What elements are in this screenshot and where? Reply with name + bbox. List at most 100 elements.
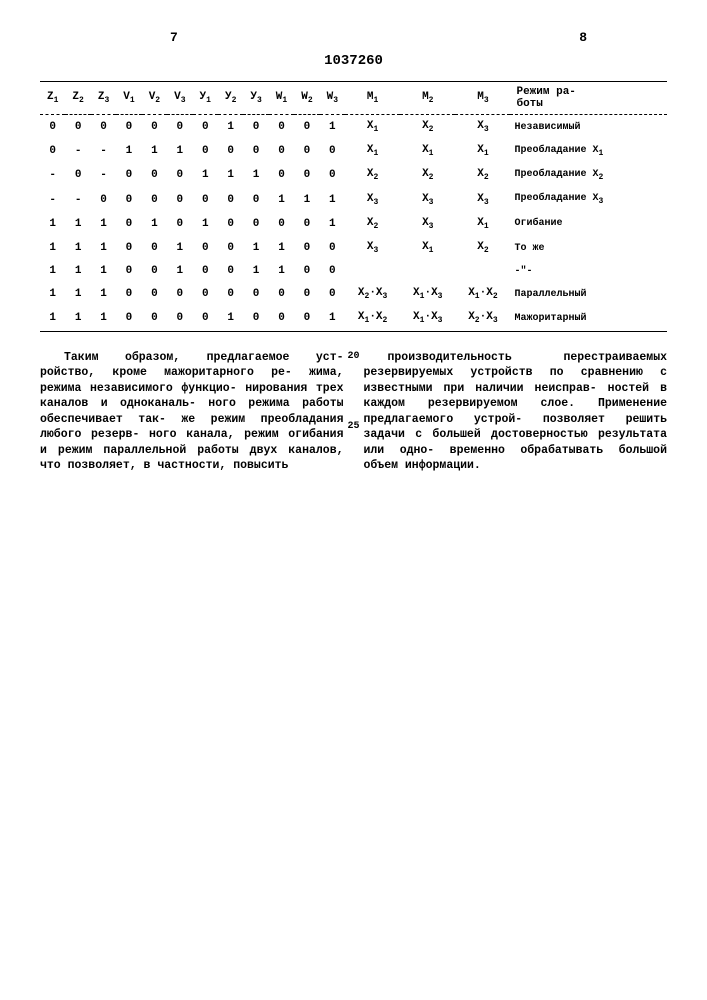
table-cell: 0 <box>116 163 141 187</box>
table-cell: 0 <box>40 139 65 163</box>
table-cell: 1 <box>65 282 90 306</box>
table-cell: 1 <box>40 236 65 260</box>
table-cell: 0 <box>243 212 268 236</box>
table-cell: 0 <box>243 139 268 163</box>
table-cell: 1 <box>40 212 65 236</box>
table-cell: 0 <box>243 306 268 331</box>
mode-cell: Преобладание X2 <box>510 163 667 187</box>
body-text: 20 25 Таким образом, предлагаемое уст- р… <box>40 350 667 474</box>
table-cell: 0 <box>193 260 218 282</box>
table-cell: X2 <box>455 236 510 260</box>
table-cell: 1 <box>218 163 243 187</box>
table-cell: 0 <box>116 306 141 331</box>
table-cell: 0 <box>116 188 141 212</box>
table-cell: 0 <box>269 306 294 331</box>
table-cell: 0 <box>320 282 345 306</box>
table-cell: - <box>91 139 116 163</box>
table-row: 0--111000000X1X1X1Преобладание X1 <box>40 139 667 163</box>
table-cell: 0 <box>294 306 319 331</box>
table-cell: 0 <box>116 282 141 306</box>
col-header: Режим ра-боты <box>510 82 667 115</box>
table-cell: 1 <box>40 306 65 331</box>
col-header: M2 <box>400 82 455 115</box>
table-cell: 0 <box>218 212 243 236</box>
table-cell: 0 <box>218 260 243 282</box>
table-cell: 0 <box>142 163 167 187</box>
table-cell: 0 <box>243 188 268 212</box>
table-cell: 0 <box>167 115 192 140</box>
table-cell: 0 <box>294 282 319 306</box>
table-row: --0000000111X3X3X3Преобладание X3 <box>40 188 667 212</box>
table-cell: 0 <box>193 188 218 212</box>
table-cell: 0 <box>65 163 90 187</box>
table-cell: 0 <box>294 115 319 140</box>
table-cell: 0 <box>142 236 167 260</box>
table-cell: 0 <box>167 163 192 187</box>
table-cell: 0 <box>243 282 268 306</box>
col-header: V3 <box>167 82 192 115</box>
col-header: Z2 <box>65 82 90 115</box>
table-cell: 1 <box>116 139 141 163</box>
table-cell: 1 <box>269 188 294 212</box>
table-cell: - <box>40 188 65 212</box>
table-cell: 1 <box>193 212 218 236</box>
table-cell: 0 <box>91 115 116 140</box>
mode-cell: Преобладание X3 <box>510 188 667 212</box>
table-cell: 1 <box>218 306 243 331</box>
table-cell: 0 <box>142 282 167 306</box>
table-cell: 0 <box>193 115 218 140</box>
table-cell: 1 <box>320 115 345 140</box>
table-cell: - <box>91 163 116 187</box>
table-cell: X2·X3 <box>455 306 510 331</box>
table-cell: 0 <box>320 163 345 187</box>
right-column: производительность перестраиваемых резер… <box>364 350 668 474</box>
table-row: 111010100001X2X3X1Огибание <box>40 212 667 236</box>
table-cell: 1 <box>65 306 90 331</box>
table-cell: 0 <box>320 139 345 163</box>
mode-cell: Огибание <box>510 212 667 236</box>
mode-cell: То же <box>510 236 667 260</box>
table-cell: X3 <box>400 212 455 236</box>
table-cell: X1 <box>345 115 400 140</box>
table-cell: 0 <box>142 188 167 212</box>
table-cell: - <box>65 188 90 212</box>
table-cell: 0 <box>243 115 268 140</box>
col-header: У3 <box>243 82 268 115</box>
table-cell: X1 <box>400 139 455 163</box>
right-paragraph: производительность перестраиваемых резер… <box>364 350 668 474</box>
table-cell: 1 <box>218 115 243 140</box>
table-cell: X3 <box>400 188 455 212</box>
table-cell: 0 <box>142 306 167 331</box>
table-cell: 1 <box>320 212 345 236</box>
table-cell: 0 <box>193 236 218 260</box>
mode-cell: Мажоритарный <box>510 306 667 331</box>
table-cell: 0 <box>218 188 243 212</box>
table-cell: 1 <box>40 282 65 306</box>
table-cell: X1·X3 <box>400 282 455 306</box>
table-cell: 0 <box>218 139 243 163</box>
table-cell: X1 <box>400 236 455 260</box>
doc-number: 1037260 <box>40 53 667 69</box>
table-cell: 0 <box>142 260 167 282</box>
table-cell: 1 <box>91 212 116 236</box>
table-cell: 0 <box>269 282 294 306</box>
table-cell: 1 <box>91 306 116 331</box>
table-cell: 0 <box>269 139 294 163</box>
col-header: У1 <box>193 82 218 115</box>
col-header: M3 <box>455 82 510 115</box>
table-cell: 0 <box>294 212 319 236</box>
table-row: 111001001100-"- <box>40 260 667 282</box>
table-cell: 1 <box>269 260 294 282</box>
table-cell: 0 <box>142 115 167 140</box>
table-cell: 0 <box>167 212 192 236</box>
table-cell: 0 <box>116 236 141 260</box>
col-header: M1 <box>345 82 400 115</box>
table-cell: X2 <box>400 115 455 140</box>
mode-cell: Независимый <box>510 115 667 140</box>
col-header: Z3 <box>91 82 116 115</box>
table-cell: 0 <box>294 163 319 187</box>
table-cell: 1 <box>243 260 268 282</box>
left-column: Таким образом, предлагаемое уст- ройство… <box>40 350 344 474</box>
table-cell: X2·X3 <box>345 282 400 306</box>
mode-cell: Параллельный <box>510 282 667 306</box>
